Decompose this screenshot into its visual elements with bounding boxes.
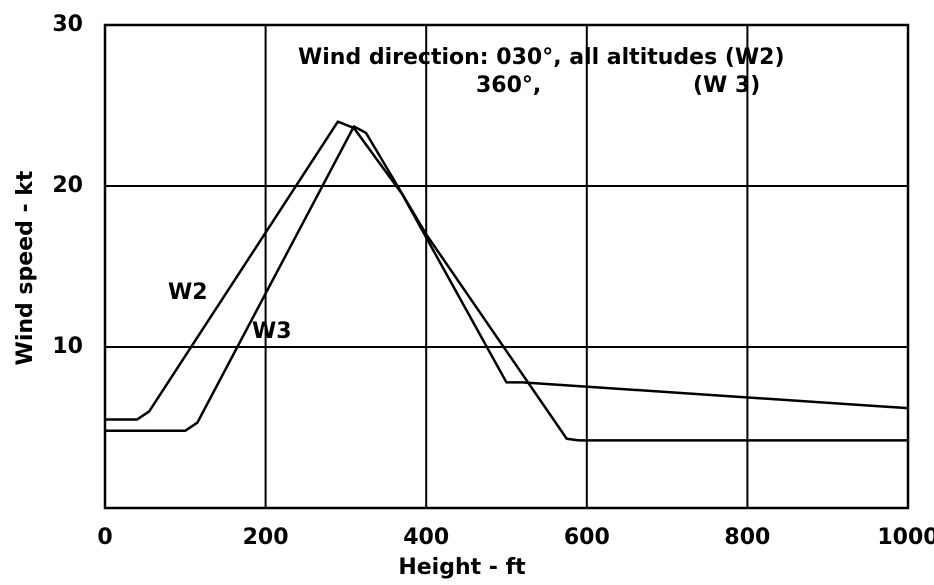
y-tick-label: 10 bbox=[52, 334, 83, 359]
x-tick-label: 800 bbox=[724, 525, 770, 550]
annotation: Wind direction: 030°, all altitudes (W2) bbox=[298, 45, 785, 70]
x-tick-label: 0 bbox=[97, 525, 112, 550]
x-tick-label: 600 bbox=[564, 525, 610, 550]
annotation: (W 3) bbox=[693, 73, 760, 98]
x-tick-label: 200 bbox=[243, 525, 289, 550]
x-tick-label: 400 bbox=[403, 525, 449, 550]
x-axis-label: Height - ft bbox=[398, 555, 526, 580]
series-label: W3 bbox=[252, 319, 292, 344]
series-label: W2 bbox=[168, 280, 208, 305]
y-axis-label: Wind speed - kt bbox=[13, 170, 38, 365]
x-tick-label: 1000 bbox=[877, 525, 934, 550]
series-line bbox=[105, 125, 908, 442]
series-line bbox=[105, 120, 909, 421]
y-tick-label: 30 bbox=[52, 12, 83, 37]
y-tick-label: 20 bbox=[52, 173, 83, 198]
annotation: 360°, bbox=[476, 73, 541, 98]
